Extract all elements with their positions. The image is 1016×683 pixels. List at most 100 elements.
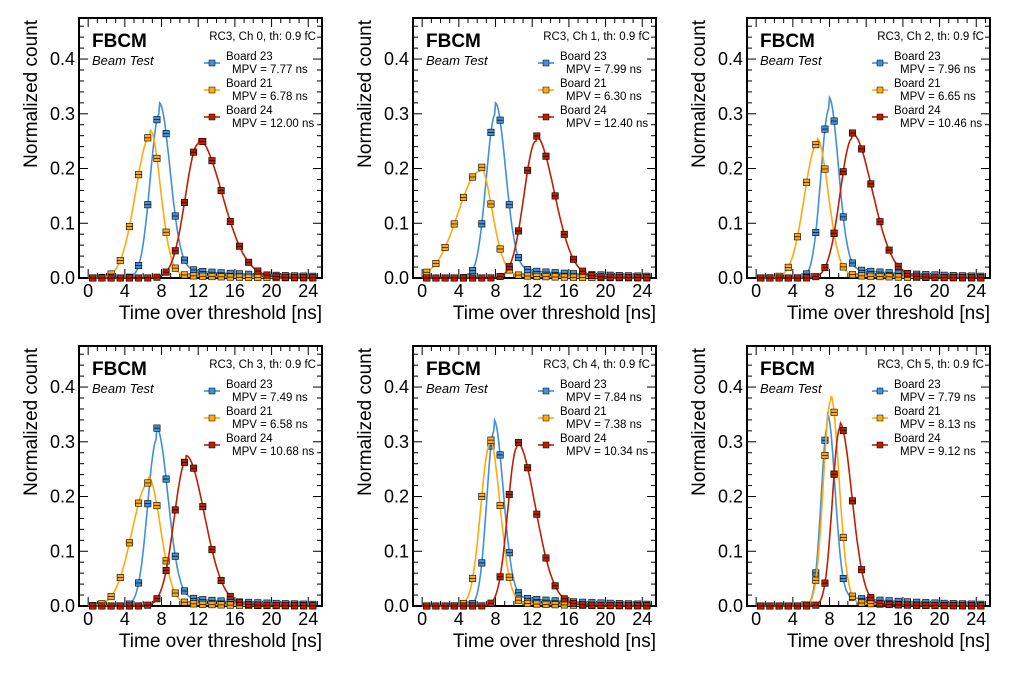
x-tick-label: 24 — [632, 609, 652, 629]
y-tick-label: 0.0 — [384, 268, 409, 288]
x-tick-label: 24 — [298, 609, 318, 629]
legend-marker — [876, 441, 884, 449]
experiment-label: FBCM — [92, 31, 147, 52]
x-tick-label: 16 — [225, 609, 245, 629]
x-axis-label: Time over threshold [ns] — [453, 303, 656, 324]
y-tick-label: 0.0 — [384, 596, 409, 616]
x-tick-label: 0 — [417, 609, 427, 629]
fit-curve-board-21 — [88, 476, 317, 607]
legend-label: Board 23 — [226, 51, 273, 63]
legend-label: Board 21 — [560, 406, 607, 418]
x-axis-label: Time over threshold [ns] — [119, 631, 322, 652]
x-tick-label: 0 — [83, 281, 93, 301]
y-tick-label: 0.0 — [718, 268, 743, 288]
y-tick-label: 0.1 — [50, 213, 75, 233]
legend-marker — [208, 59, 216, 67]
experiment-sublabel: Beam Test — [760, 381, 823, 396]
legend-label: Board 21 — [226, 78, 273, 90]
y-tick-label: 0.3 — [50, 432, 75, 452]
x-tick-label: 4 — [788, 281, 798, 301]
legend-label: Board 21 — [894, 78, 941, 90]
y-tick-label: 0.3 — [384, 104, 409, 124]
y-axis-label: Normalized count — [21, 19, 42, 168]
legend-marker — [208, 387, 216, 395]
legend-label: Board 24 — [894, 105, 941, 117]
experiment-label: FBCM — [426, 31, 481, 52]
legend-mpv: MPV = 6.58 ns — [232, 419, 308, 431]
y-tick-label: 0.2 — [50, 159, 75, 179]
chart-panel-4: 0 4 8 12 16 20 24 0.0 0.1 0.2 0.3 0.4 Time over thre… — [355, 345, 657, 652]
legend-mpv: MPV = 12.00 ns — [232, 118, 314, 130]
x-tick-label: 12 — [856, 281, 876, 301]
x-tick-label: 24 — [966, 609, 986, 629]
legend-mpv: MPV = 10.68 ns — [232, 446, 314, 458]
legend-mpv: MPV = 9.12 ns — [900, 446, 976, 458]
experiment-sublabel: Beam Test — [760, 53, 823, 68]
y-tick-label: 0.4 — [50, 49, 75, 69]
x-tick-label: 24 — [966, 281, 986, 301]
legend-label: Board 21 — [894, 406, 941, 418]
legend-marker — [542, 59, 550, 67]
y-tick-label: 0.0 — [718, 596, 743, 616]
panel-title: RC3, Ch 0, th: 0.9 fC — [209, 31, 316, 43]
legend-label: Board 23 — [560, 379, 607, 391]
x-tick-label: 12 — [188, 281, 208, 301]
legend-mpv: MPV = 7.38 ns — [566, 419, 642, 431]
x-tick-label: 16 — [893, 609, 913, 629]
legend-marker — [208, 113, 216, 121]
x-tick-label: 4 — [120, 609, 130, 629]
panel-title: RC3, Ch 5, th: 0.9 fC — [877, 359, 984, 371]
legend-label: Board 24 — [894, 433, 941, 445]
experiment-label: FBCM — [426, 359, 481, 380]
x-tick-label: 12 — [188, 609, 208, 629]
chart-panel-2: 0 4 8 12 16 20 24 0.0 0.1 0.2 0.3 0.4 Time over thre… — [689, 17, 991, 324]
x-tick-label: 8 — [825, 609, 835, 629]
legend-marker — [542, 86, 550, 94]
legend-mpv: MPV = 7.96 ns — [900, 64, 976, 76]
y-tick-label: 0.2 — [718, 159, 743, 179]
y-tick-label: 0.3 — [50, 104, 75, 124]
legend-marker — [208, 86, 216, 94]
chart-panel-3: 0 4 8 12 16 20 24 0.0 0.1 0.2 0.3 0.4 Time over thre… — [21, 345, 323, 652]
legend-marker — [876, 387, 884, 395]
fit-curve-board-24 — [422, 134, 651, 279]
legend-marker — [542, 387, 550, 395]
legend-mpv: MPV = 7.49 ns — [232, 392, 308, 404]
legend-marker — [876, 59, 884, 67]
y-tick-label: 0.2 — [384, 487, 409, 507]
x-tick-label: 0 — [751, 281, 761, 301]
legend-marker — [876, 414, 884, 422]
fit-curve-board-21 — [422, 437, 651, 607]
y-tick-label: 0.1 — [384, 213, 409, 233]
legend-mpv: MPV = 6.30 ns — [566, 91, 642, 103]
y-tick-label: 0.3 — [718, 432, 743, 452]
legend-marker — [542, 113, 550, 121]
y-tick-label: 0.0 — [50, 596, 75, 616]
fit-curve-board-24 — [422, 440, 651, 607]
x-tick-label: 12 — [856, 609, 876, 629]
chart-panel-5: 0 4 8 12 16 20 24 0.0 0.1 0.2 0.3 0.4 Time over thre… — [689, 345, 991, 652]
x-tick-label: 20 — [930, 609, 950, 629]
fit-curve-board-24 — [756, 131, 985, 279]
y-tick-label: 0.4 — [50, 377, 75, 397]
y-axis-label: Normalized count — [21, 347, 42, 496]
legend-mpv: MPV = 6.65 ns — [900, 91, 976, 103]
x-tick-label: 16 — [893, 281, 913, 301]
x-tick-label: 20 — [262, 281, 282, 301]
legend-label: Board 23 — [894, 51, 941, 63]
y-axis-label: Normalized count — [355, 19, 376, 168]
legend-mpv: MPV = 12.40 ns — [566, 118, 648, 130]
x-tick-label: 24 — [298, 281, 318, 301]
y-tick-label: 0.2 — [384, 159, 409, 179]
x-tick-label: 4 — [454, 609, 464, 629]
legend-mpv: MPV = 7.99 ns — [566, 64, 642, 76]
x-tick-label: 8 — [491, 609, 501, 629]
y-axis-label: Normalized count — [355, 347, 376, 496]
legend-label: Board 24 — [226, 433, 273, 445]
chart-panel-0: 0 4 8 12 16 20 24 0.0 0.1 0.2 0.3 0.4 Time over thre… — [21, 17, 323, 324]
y-tick-label: 0.2 — [718, 487, 743, 507]
experiment-sublabel: Beam Test — [426, 53, 489, 68]
legend-mpv: MPV = 7.77 ns — [232, 64, 308, 76]
